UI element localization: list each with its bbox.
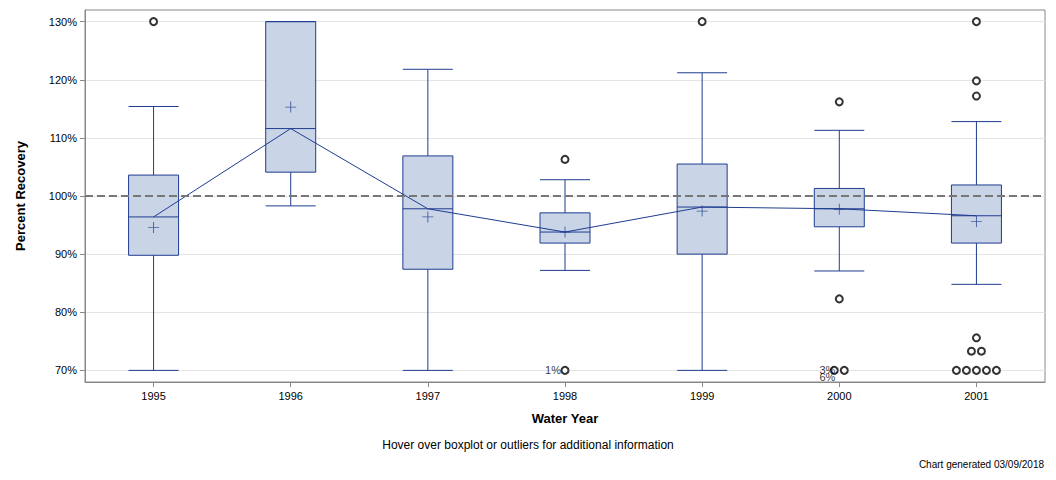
svg-text:1996: 1996 — [278, 390, 302, 402]
svg-text:1997: 1997 — [416, 390, 440, 402]
svg-text:Water Year: Water Year — [532, 411, 599, 426]
svg-text:130%: 130% — [49, 16, 77, 28]
svg-text:1%: 1% — [545, 364, 561, 376]
svg-text:6%: 6% — [819, 371, 835, 383]
svg-text:90%: 90% — [55, 248, 77, 260]
svg-text:120%: 120% — [49, 74, 77, 86]
svg-text:80%: 80% — [55, 306, 77, 318]
svg-text:70%: 70% — [55, 364, 77, 376]
svg-text:1995: 1995 — [141, 390, 165, 402]
svg-text:Chart generated 03/09/2018: Chart generated 03/09/2018 — [919, 459, 1045, 470]
svg-text:1998: 1998 — [553, 390, 577, 402]
svg-text:100%: 100% — [49, 190, 77, 202]
svg-text:Percent Recovery: Percent Recovery — [13, 140, 28, 251]
svg-text:3%: 3% — [819, 364, 836, 377]
svg-text:2000: 2000 — [827, 390, 851, 402]
svg-text:110%: 110% — [50, 132, 78, 144]
svg-text:Hover over boxplot or outliers: Hover over boxplot or outliers for addit… — [382, 438, 673, 452]
svg-text:1999: 1999 — [690, 390, 714, 402]
svg-text:2001: 2001 — [964, 390, 988, 402]
